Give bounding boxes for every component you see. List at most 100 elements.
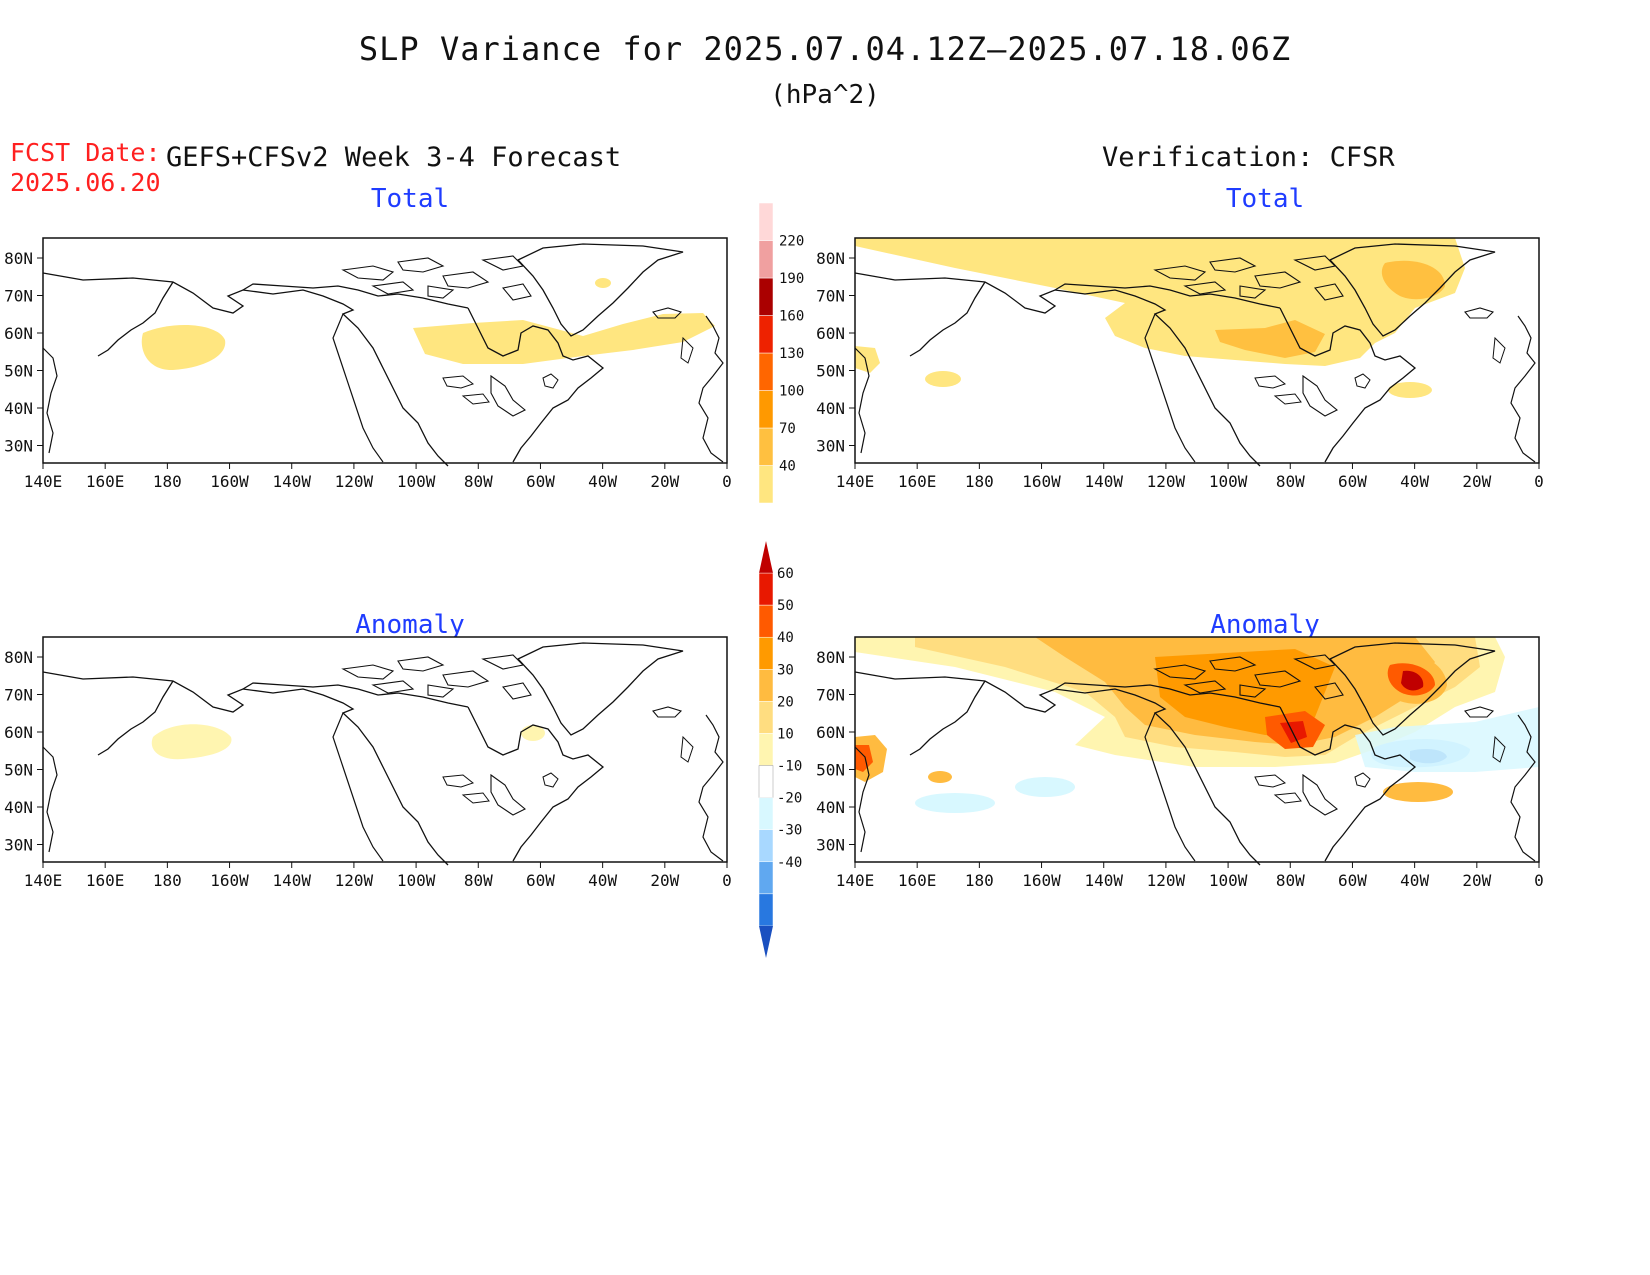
lat-tick-label: 70N bbox=[816, 686, 845, 705]
lat-tick-label: 60N bbox=[816, 723, 845, 742]
lon-tick-label: 100W bbox=[1209, 472, 1248, 491]
colorbar-total-swatch bbox=[758, 390, 774, 429]
colorbar-anomaly-swatch bbox=[758, 797, 774, 830]
lat-tick-label: 40N bbox=[816, 798, 845, 817]
lat-tick-label: 50N bbox=[4, 362, 33, 381]
lon-tick-label: 160W bbox=[1022, 472, 1061, 491]
lon-tick-label: 180 bbox=[965, 472, 994, 491]
feature-forecast-total-labrador bbox=[413, 313, 715, 364]
lat-tick-label: 40N bbox=[816, 399, 845, 418]
frame-verification-anomaly bbox=[854, 636, 1540, 863]
lon-tick-label: 160E bbox=[898, 871, 937, 890]
lon-tick-label: 60W bbox=[1338, 871, 1367, 890]
colorbar-total-swatch bbox=[758, 202, 774, 241]
colorbar-total-label: 40 bbox=[779, 459, 796, 475]
lat-tick-label: 40N bbox=[4, 798, 33, 817]
lon-tick-label: 140W bbox=[272, 472, 311, 491]
frame-verification-total bbox=[854, 237, 1540, 464]
frame-forecast-anomaly bbox=[42, 636, 728, 863]
lon-tick-label: 160E bbox=[898, 472, 937, 491]
lon-tick-label: 60W bbox=[526, 871, 555, 890]
colorbar-anomaly: 60 50 40 30 20 10 -10 -20 -30 -40 bbox=[758, 541, 802, 958]
lon-tick-label: 120W bbox=[335, 472, 374, 491]
colorbar-anomaly-swatch bbox=[758, 829, 774, 863]
lon-tick-label: 40W bbox=[1400, 472, 1429, 491]
lat-tick-label: 80N bbox=[4, 249, 33, 268]
panel-verification-anomaly bbox=[854, 636, 1540, 866]
colorbar-anomaly-swatch bbox=[758, 669, 774, 702]
lon-tick-label: 160W bbox=[210, 472, 249, 491]
panel-forecast-anomaly bbox=[42, 636, 728, 866]
panel-title-forecast-anomaly: Anomaly bbox=[355, 610, 465, 640]
colorbar-anomaly-arrow-bottom bbox=[759, 925, 773, 958]
colorbar-anomaly-swatch bbox=[758, 572, 774, 606]
lat-tick-label: 60N bbox=[816, 324, 845, 343]
colorbar-total-swatch bbox=[758, 277, 774, 316]
lon-tick-label: 0 bbox=[722, 472, 732, 491]
panel-title-verification-total: Total bbox=[1225, 184, 1305, 214]
lon-tick-label: 160E bbox=[86, 871, 125, 890]
lon-tick-label: 140E bbox=[836, 871, 875, 890]
lat-tick-label: 30N bbox=[816, 836, 845, 855]
lat-tick-label: 50N bbox=[4, 761, 33, 780]
colorbar-anomaly-label: 60 bbox=[777, 566, 794, 582]
feature-forecast-total-greenland bbox=[595, 278, 611, 288]
lon-tick-label: 180 bbox=[965, 871, 994, 890]
lon-tick-label: 40W bbox=[1400, 871, 1429, 890]
colorbar-anomaly-label: -10 bbox=[777, 759, 802, 775]
axis-labels: 80N 70N 60N 50N 40N 30N 140E 160E 180 160W 140W 120… bbox=[4, 249, 1544, 890]
colorbar-total-label: 100 bbox=[779, 384, 804, 400]
lon-tick-label: 100W bbox=[1209, 871, 1248, 890]
panel-title-verification-anomaly: Anomaly bbox=[1210, 610, 1320, 640]
lon-tick-label: 0 bbox=[1534, 472, 1544, 491]
forecast-date-value: 2025.06.20 bbox=[10, 168, 161, 197]
lon-tick-label: 60W bbox=[1338, 472, 1367, 491]
colorbar-anomaly-label: -20 bbox=[777, 791, 802, 807]
colorbar-anomaly-label: 40 bbox=[777, 630, 794, 646]
lat-tick-label: 40N bbox=[4, 399, 33, 418]
lon-tick-label: 160E bbox=[86, 472, 125, 491]
lon-tick-label: 120W bbox=[335, 871, 374, 890]
colorbar-anomaly-swatch bbox=[758, 893, 774, 927]
lat-tick-label: 30N bbox=[4, 437, 33, 456]
colorbar-anomaly-swatch bbox=[758, 636, 774, 670]
colorbar-anomaly-swatch bbox=[758, 604, 774, 638]
lon-tick-label: 20W bbox=[1462, 472, 1491, 491]
colorbar-total-swatch bbox=[758, 240, 774, 279]
colorbar-anomaly-label: 50 bbox=[777, 598, 794, 614]
panel-title-forecast-total: Total bbox=[370, 184, 450, 214]
lon-tick-label: 180 bbox=[153, 472, 182, 491]
lon-tick-label: 80W bbox=[464, 472, 493, 491]
colorbar-anomaly-arrow-top bbox=[759, 541, 773, 574]
lat-tick-label: 70N bbox=[4, 686, 33, 705]
colorbar-anomaly-swatch bbox=[758, 861, 774, 895]
lon-tick-label: 80W bbox=[464, 871, 493, 890]
lat-tick-label: 70N bbox=[816, 287, 845, 306]
lat-tick-label: 70N bbox=[4, 287, 33, 306]
colorbar-total-swatch bbox=[758, 465, 774, 504]
lon-tick-label: 80W bbox=[1276, 472, 1305, 491]
colorbar-anomaly-label: 30 bbox=[777, 662, 794, 678]
lon-tick-label: 80W bbox=[1276, 871, 1305, 890]
lat-tick-label: 30N bbox=[4, 836, 33, 855]
colorbar-anomaly-label: 10 bbox=[777, 726, 794, 742]
lon-tick-label: 20W bbox=[650, 871, 679, 890]
feature-forecast-total-bering bbox=[141, 324, 226, 371]
lon-tick-label: 160W bbox=[1022, 871, 1061, 890]
lon-tick-label: 140E bbox=[24, 472, 63, 491]
lon-tick-label: 100W bbox=[397, 472, 436, 491]
colorbar-total-label: 190 bbox=[779, 271, 804, 287]
forecast-date: FCST Date: 2025.06.20 bbox=[10, 138, 161, 198]
colorbar-total-label: 130 bbox=[779, 346, 804, 362]
units-label: (hPa^2) bbox=[770, 80, 880, 110]
lon-tick-label: 180 bbox=[153, 871, 182, 890]
panel-forecast-total bbox=[42, 237, 728, 467]
lat-tick-label: 60N bbox=[4, 324, 33, 343]
lat-tick-label: 50N bbox=[816, 362, 845, 381]
forecast-date-label: FCST Date: bbox=[10, 138, 161, 167]
lon-tick-label: 160W bbox=[210, 871, 249, 890]
colorbar-total: 40 70 100 130 160 190 220 bbox=[758, 202, 804, 504]
lat-tick-label: 30N bbox=[816, 437, 845, 456]
lon-tick-label: 60W bbox=[526, 472, 555, 491]
